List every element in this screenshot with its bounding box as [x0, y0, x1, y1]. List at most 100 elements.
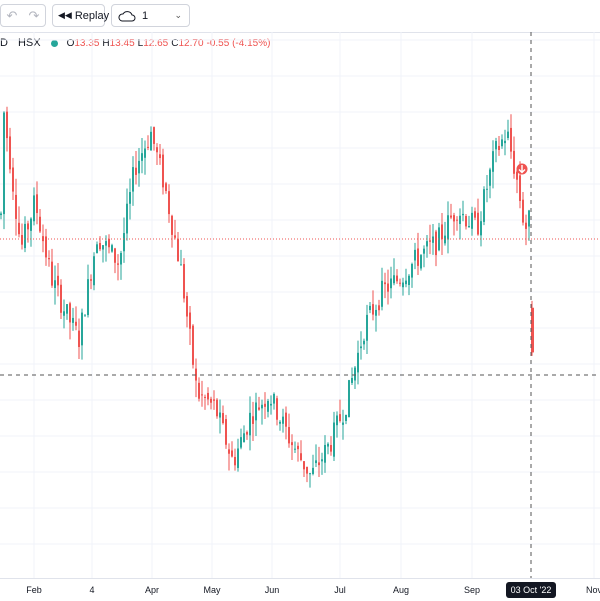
candle-body — [24, 223, 26, 249]
candle-body — [111, 245, 113, 252]
candle-body — [330, 445, 332, 452]
candle-body — [9, 136, 11, 170]
candle-body — [114, 248, 116, 263]
layout-value: 1 — [142, 9, 149, 22]
candle-body — [117, 263, 119, 265]
candle-body — [396, 275, 398, 282]
candle-body — [453, 215, 455, 222]
candle-body — [78, 330, 80, 347]
crosshair-date-badge: 03 Oct '22 — [506, 582, 556, 598]
x-tick-label: Jul — [334, 585, 346, 595]
candle-body — [180, 264, 182, 266]
candle-body — [402, 282, 404, 288]
candle-body — [177, 238, 179, 262]
candle-body — [33, 195, 35, 222]
candle-body — [135, 167, 137, 175]
candle-body — [429, 240, 431, 242]
candle-body — [30, 218, 32, 231]
candle-body — [306, 466, 308, 474]
candle-body — [336, 415, 338, 426]
candle-body — [213, 399, 215, 401]
candle-body — [528, 210, 530, 227]
redo-icon[interactable]: ↷ — [28, 7, 40, 23]
time-axis[interactable]: Feb 4 Apr May Jun Jul Aug Sep Nov 03 Oct… — [0, 578, 600, 601]
candle-body — [120, 252, 122, 265]
candle-body — [45, 236, 47, 258]
candle-body — [171, 215, 173, 235]
undo-icon[interactable]: ↶ — [6, 7, 18, 23]
chart-toolbar: ↶ ↷ ◀◀ Replay 1 ⌄ — [0, 0, 600, 33]
candle-body — [426, 241, 428, 247]
candle-body — [237, 448, 239, 468]
candle-body — [219, 412, 221, 418]
candle-body — [387, 283, 389, 292]
candle-body — [339, 414, 341, 422]
candle-body — [357, 352, 359, 373]
candle-body — [504, 140, 506, 144]
open-label: O — [66, 37, 75, 49]
candle-body — [309, 473, 311, 475]
candle-body — [486, 188, 488, 190]
candle-body — [21, 235, 23, 245]
rewind-icon: ◀◀ — [58, 10, 72, 20]
candle-body — [96, 244, 98, 254]
candle-body — [420, 255, 422, 269]
candle-body — [417, 248, 419, 266]
candle-body — [372, 304, 374, 315]
down-arrow-icon — [518, 165, 526, 174]
candle-body — [12, 167, 14, 192]
candle-body — [447, 215, 449, 240]
candle-body — [129, 192, 131, 204]
candle-body — [159, 154, 161, 159]
candle-body — [90, 279, 92, 281]
candle-body — [198, 382, 200, 399]
cloud-icon — [118, 10, 136, 21]
candle-body — [270, 403, 272, 406]
dividend-marker[interactable] — [516, 163, 528, 175]
candle-body — [168, 191, 170, 215]
chart-grid — [0, 32, 600, 578]
candle-body — [99, 243, 101, 250]
x-tick-label: 4 — [89, 585, 95, 595]
candle-body — [411, 263, 413, 278]
candle-body — [345, 414, 347, 421]
candle-body — [243, 433, 245, 443]
x-tick-label: Feb — [26, 585, 42, 595]
candle-body — [132, 167, 134, 192]
candle-body — [432, 236, 434, 243]
candle-body — [75, 321, 77, 326]
x-tick-label: Sep — [463, 585, 481, 595]
candle-body — [252, 416, 254, 424]
candle-body — [519, 175, 521, 201]
low-value: 12.65 — [143, 37, 169, 49]
candle-body — [513, 150, 515, 174]
price-chart[interactable] — [0, 32, 600, 578]
layout-select[interactable]: 1 ⌄ — [111, 4, 190, 27]
candle-body — [348, 380, 350, 418]
candle-body — [165, 183, 167, 191]
candle-body — [39, 216, 41, 232]
candle-body — [354, 367, 356, 381]
candle-body — [516, 171, 518, 180]
candle-body — [0, 213, 2, 216]
candle-body — [255, 402, 257, 421]
candle-body — [327, 443, 329, 447]
x-tick-label: Apr — [144, 585, 160, 595]
candle-body — [285, 412, 287, 427]
close-label: C — [171, 37, 179, 49]
open-value: 13.35 — [74, 37, 100, 49]
close-value: 12.70 — [178, 37, 204, 49]
candle-body — [207, 392, 209, 400]
candle-body — [102, 245, 104, 250]
candle-body — [501, 139, 503, 147]
replay-button[interactable]: ◀◀ Replay — [52, 4, 109, 27]
symbol-suffix[interactable]: D — [0, 37, 8, 49]
high-label: H — [102, 37, 110, 49]
candle-body — [60, 284, 62, 313]
candle-body — [27, 223, 29, 230]
candle-body — [36, 194, 38, 214]
candle-body — [312, 467, 314, 474]
candle-body — [54, 280, 56, 288]
candle-body — [240, 437, 242, 448]
candle-body — [435, 231, 437, 256]
